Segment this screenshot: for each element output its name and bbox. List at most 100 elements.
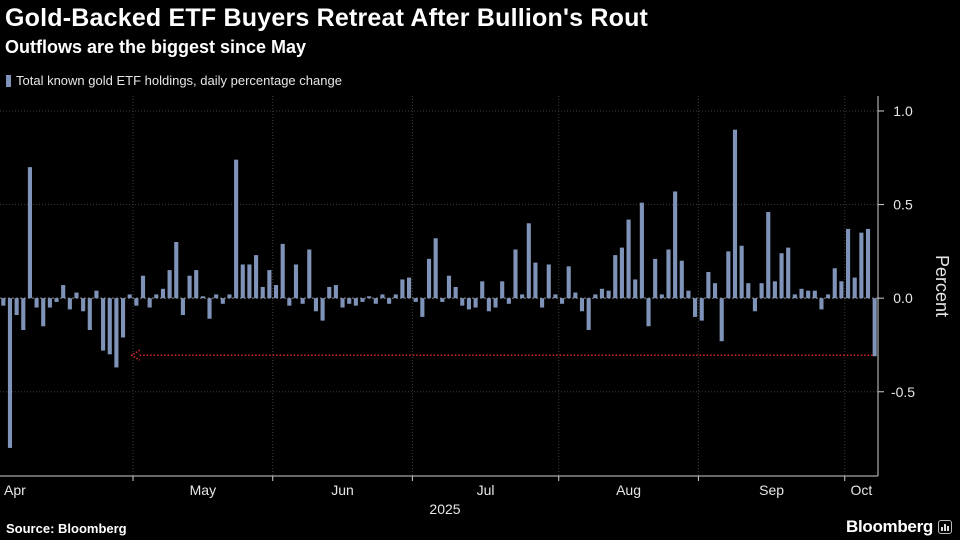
- bar: [559, 298, 565, 304]
- bar: [433, 238, 438, 299]
- bar: [806, 290, 811, 299]
- bar: [739, 245, 744, 299]
- bar: [1, 298, 6, 306]
- bar: [147, 298, 152, 308]
- bar: [407, 277, 412, 299]
- x-axis-year-label: 2025: [429, 501, 460, 517]
- bar: [426, 258, 432, 299]
- bar: [799, 288, 804, 299]
- bar: [413, 298, 418, 302]
- chart-subtitle: Outflows are the biggest since May: [5, 37, 307, 57]
- bar: [140, 275, 146, 299]
- bar: [693, 298, 698, 317]
- bar: [619, 247, 624, 299]
- bar: [120, 298, 126, 338]
- bar: [606, 290, 611, 299]
- x-tick-label: Aug: [616, 482, 641, 498]
- bar: [626, 219, 631, 299]
- bar: [659, 294, 664, 299]
- bloomberg-logo: Bloomberg: [846, 517, 952, 537]
- x-tick-label: May: [190, 482, 216, 498]
- bar: [480, 281, 485, 299]
- bar: [267, 270, 272, 299]
- bar: [466, 298, 471, 310]
- y-tick-label: 0.5: [893, 197, 913, 213]
- bar: [320, 298, 325, 321]
- bar: [786, 247, 791, 299]
- bar: [699, 298, 704, 321]
- y-tick-label: -0.5: [891, 384, 915, 400]
- bar: [819, 298, 824, 310]
- bar: [759, 283, 764, 299]
- bar: [533, 262, 538, 299]
- bar: [653, 258, 658, 299]
- bar: [486, 298, 491, 312]
- bar: [347, 298, 352, 304]
- bar: [453, 286, 458, 299]
- bar: [732, 129, 738, 299]
- bar: [540, 298, 545, 308]
- bar: [520, 294, 525, 299]
- bar: [752, 298, 757, 312]
- bar: [586, 298, 591, 330]
- bar: [666, 249, 671, 299]
- outflow-arrow-annotation: [130, 349, 873, 361]
- bar: [47, 298, 52, 308]
- bar: [852, 277, 857, 299]
- bar: [832, 268, 837, 299]
- bar: [287, 298, 292, 306]
- bar: [573, 292, 578, 299]
- bar: [14, 298, 19, 316]
- bar: [254, 255, 259, 299]
- bar: [67, 298, 72, 310]
- bar: [679, 260, 684, 299]
- bar: [21, 298, 26, 330]
- bar: [187, 275, 192, 299]
- bar: [174, 242, 179, 299]
- bar: [200, 296, 205, 299]
- bar: [726, 251, 731, 299]
- bar: [54, 298, 59, 302]
- bar: [766, 212, 771, 299]
- x-tick-label: Sep: [759, 482, 784, 498]
- bar: [839, 281, 844, 299]
- x-tick-label: Jun: [331, 482, 354, 498]
- bar: [353, 298, 358, 306]
- bar: [101, 298, 106, 351]
- bar: [34, 298, 39, 308]
- bar: [593, 294, 598, 299]
- bar: [81, 298, 86, 312]
- bar: [420, 298, 425, 317]
- bar: [865, 228, 871, 299]
- bar: [639, 202, 644, 299]
- bar: [846, 228, 851, 299]
- bar: [566, 266, 571, 299]
- bar: [74, 292, 79, 299]
- arrow-head: [130, 349, 141, 361]
- y-tick-label: 1.0: [893, 103, 913, 119]
- bar: [61, 285, 66, 299]
- bar: [114, 298, 119, 368]
- bar: [712, 283, 718, 299]
- y-tick-label: 0.0: [893, 290, 913, 306]
- bar: [686, 290, 691, 299]
- bar: [260, 286, 265, 299]
- legend-label: Total known gold ETF holdings, daily per…: [16, 73, 342, 88]
- bar: [493, 298, 498, 308]
- bar: [360, 298, 365, 302]
- bar: [646, 298, 651, 327]
- bar: [506, 298, 511, 304]
- bar: [160, 288, 166, 299]
- bar: [373, 298, 378, 304]
- bar: [553, 294, 558, 299]
- bar: [220, 298, 225, 304]
- bar: [673, 191, 678, 299]
- bar: [280, 243, 285, 299]
- chart-title: Gold-Backed ETF Buyers Retreat After Bul…: [5, 4, 649, 32]
- legend: Total known gold ETF holdings, daily per…: [6, 73, 342, 88]
- bar: [393, 294, 398, 299]
- bar: [812, 290, 817, 299]
- bar: [327, 286, 332, 299]
- source-note: Source: Bloomberg: [6, 521, 127, 536]
- x-tick-label: Oct: [850, 482, 872, 498]
